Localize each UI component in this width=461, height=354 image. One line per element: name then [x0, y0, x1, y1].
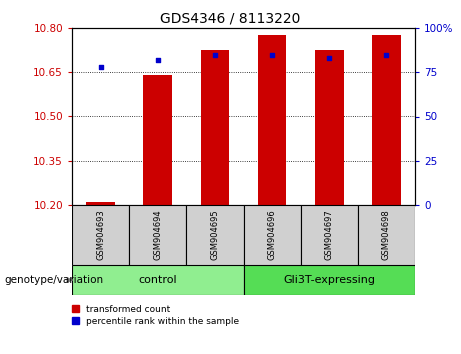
Bar — [243, 205, 301, 265]
Bar — [258, 35, 286, 205]
Bar — [315, 50, 343, 205]
Bar — [186, 205, 243, 265]
Text: GSM904695: GSM904695 — [210, 210, 219, 260]
Point — [154, 57, 161, 63]
Text: genotype/variation: genotype/variation — [5, 275, 104, 285]
Bar — [372, 35, 401, 205]
Bar — [72, 265, 243, 295]
Bar — [143, 75, 172, 205]
Text: GSM904696: GSM904696 — [267, 210, 277, 261]
Point — [211, 52, 219, 57]
Point — [97, 64, 104, 70]
Bar — [129, 205, 186, 265]
Text: GSM904694: GSM904694 — [153, 210, 162, 260]
Text: GDS4346 / 8113220: GDS4346 / 8113220 — [160, 12, 301, 26]
Bar — [358, 205, 415, 265]
Bar — [243, 265, 415, 295]
Point — [383, 52, 390, 57]
Text: Gli3T-expressing: Gli3T-expressing — [283, 275, 375, 285]
Bar — [201, 50, 229, 205]
Text: GSM904697: GSM904697 — [325, 210, 334, 261]
Text: GSM904693: GSM904693 — [96, 210, 105, 261]
Bar — [86, 202, 115, 205]
Bar — [301, 205, 358, 265]
Legend: transformed count, percentile rank within the sample: transformed count, percentile rank withi… — [72, 305, 240, 326]
Text: control: control — [138, 275, 177, 285]
Point — [325, 55, 333, 61]
Text: GSM904698: GSM904698 — [382, 210, 391, 261]
Bar — [72, 205, 129, 265]
Point — [268, 52, 276, 57]
